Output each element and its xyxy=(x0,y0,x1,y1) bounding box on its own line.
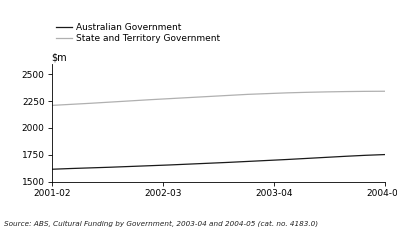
Australian Government xyxy=(69,167,73,170)
State and Territory Government xyxy=(245,93,250,96)
Australian Government xyxy=(226,161,231,164)
State and Territory Government xyxy=(265,92,270,95)
State and Territory Government xyxy=(383,90,387,93)
Line: State and Territory Government: State and Territory Government xyxy=(52,91,385,105)
Text: $m: $m xyxy=(52,53,67,63)
Australian Government xyxy=(89,166,93,169)
Australian Government xyxy=(245,160,250,163)
Australian Government xyxy=(49,168,54,171)
Australian Government xyxy=(187,163,191,165)
Australian Government xyxy=(206,162,211,165)
State and Territory Government xyxy=(324,91,329,93)
State and Territory Government xyxy=(128,100,133,102)
State and Territory Government xyxy=(69,103,73,106)
State and Territory Government xyxy=(285,91,289,94)
State and Territory Government xyxy=(304,91,309,94)
Australian Government xyxy=(343,155,348,158)
Australian Government xyxy=(108,166,113,169)
Australian Government xyxy=(304,157,309,160)
State and Territory Government xyxy=(343,90,348,93)
Text: Source: ABS, Cultural Funding by Government, 2003-04 and 2004-05 (cat. no. 4183.: Source: ABS, Cultural Funding by Governm… xyxy=(4,220,318,227)
Australian Government xyxy=(147,164,152,167)
State and Territory Government xyxy=(49,104,54,107)
State and Territory Government xyxy=(108,101,113,104)
State and Territory Government xyxy=(147,98,152,101)
Australian Government xyxy=(324,156,329,159)
State and Territory Government xyxy=(363,90,368,93)
State and Territory Government xyxy=(167,97,172,100)
State and Territory Government xyxy=(187,96,191,99)
Australian Government xyxy=(265,159,270,162)
Australian Government xyxy=(383,153,387,156)
State and Territory Government xyxy=(89,102,93,105)
Australian Government xyxy=(285,158,289,161)
Legend: Australian Government, State and Territory Government: Australian Government, State and Territo… xyxy=(56,23,220,43)
Australian Government xyxy=(363,154,368,157)
Australian Government xyxy=(167,164,172,166)
State and Territory Government xyxy=(206,95,211,98)
State and Territory Government xyxy=(226,94,231,97)
Line: Australian Government: Australian Government xyxy=(52,155,385,169)
Australian Government xyxy=(128,165,133,168)
